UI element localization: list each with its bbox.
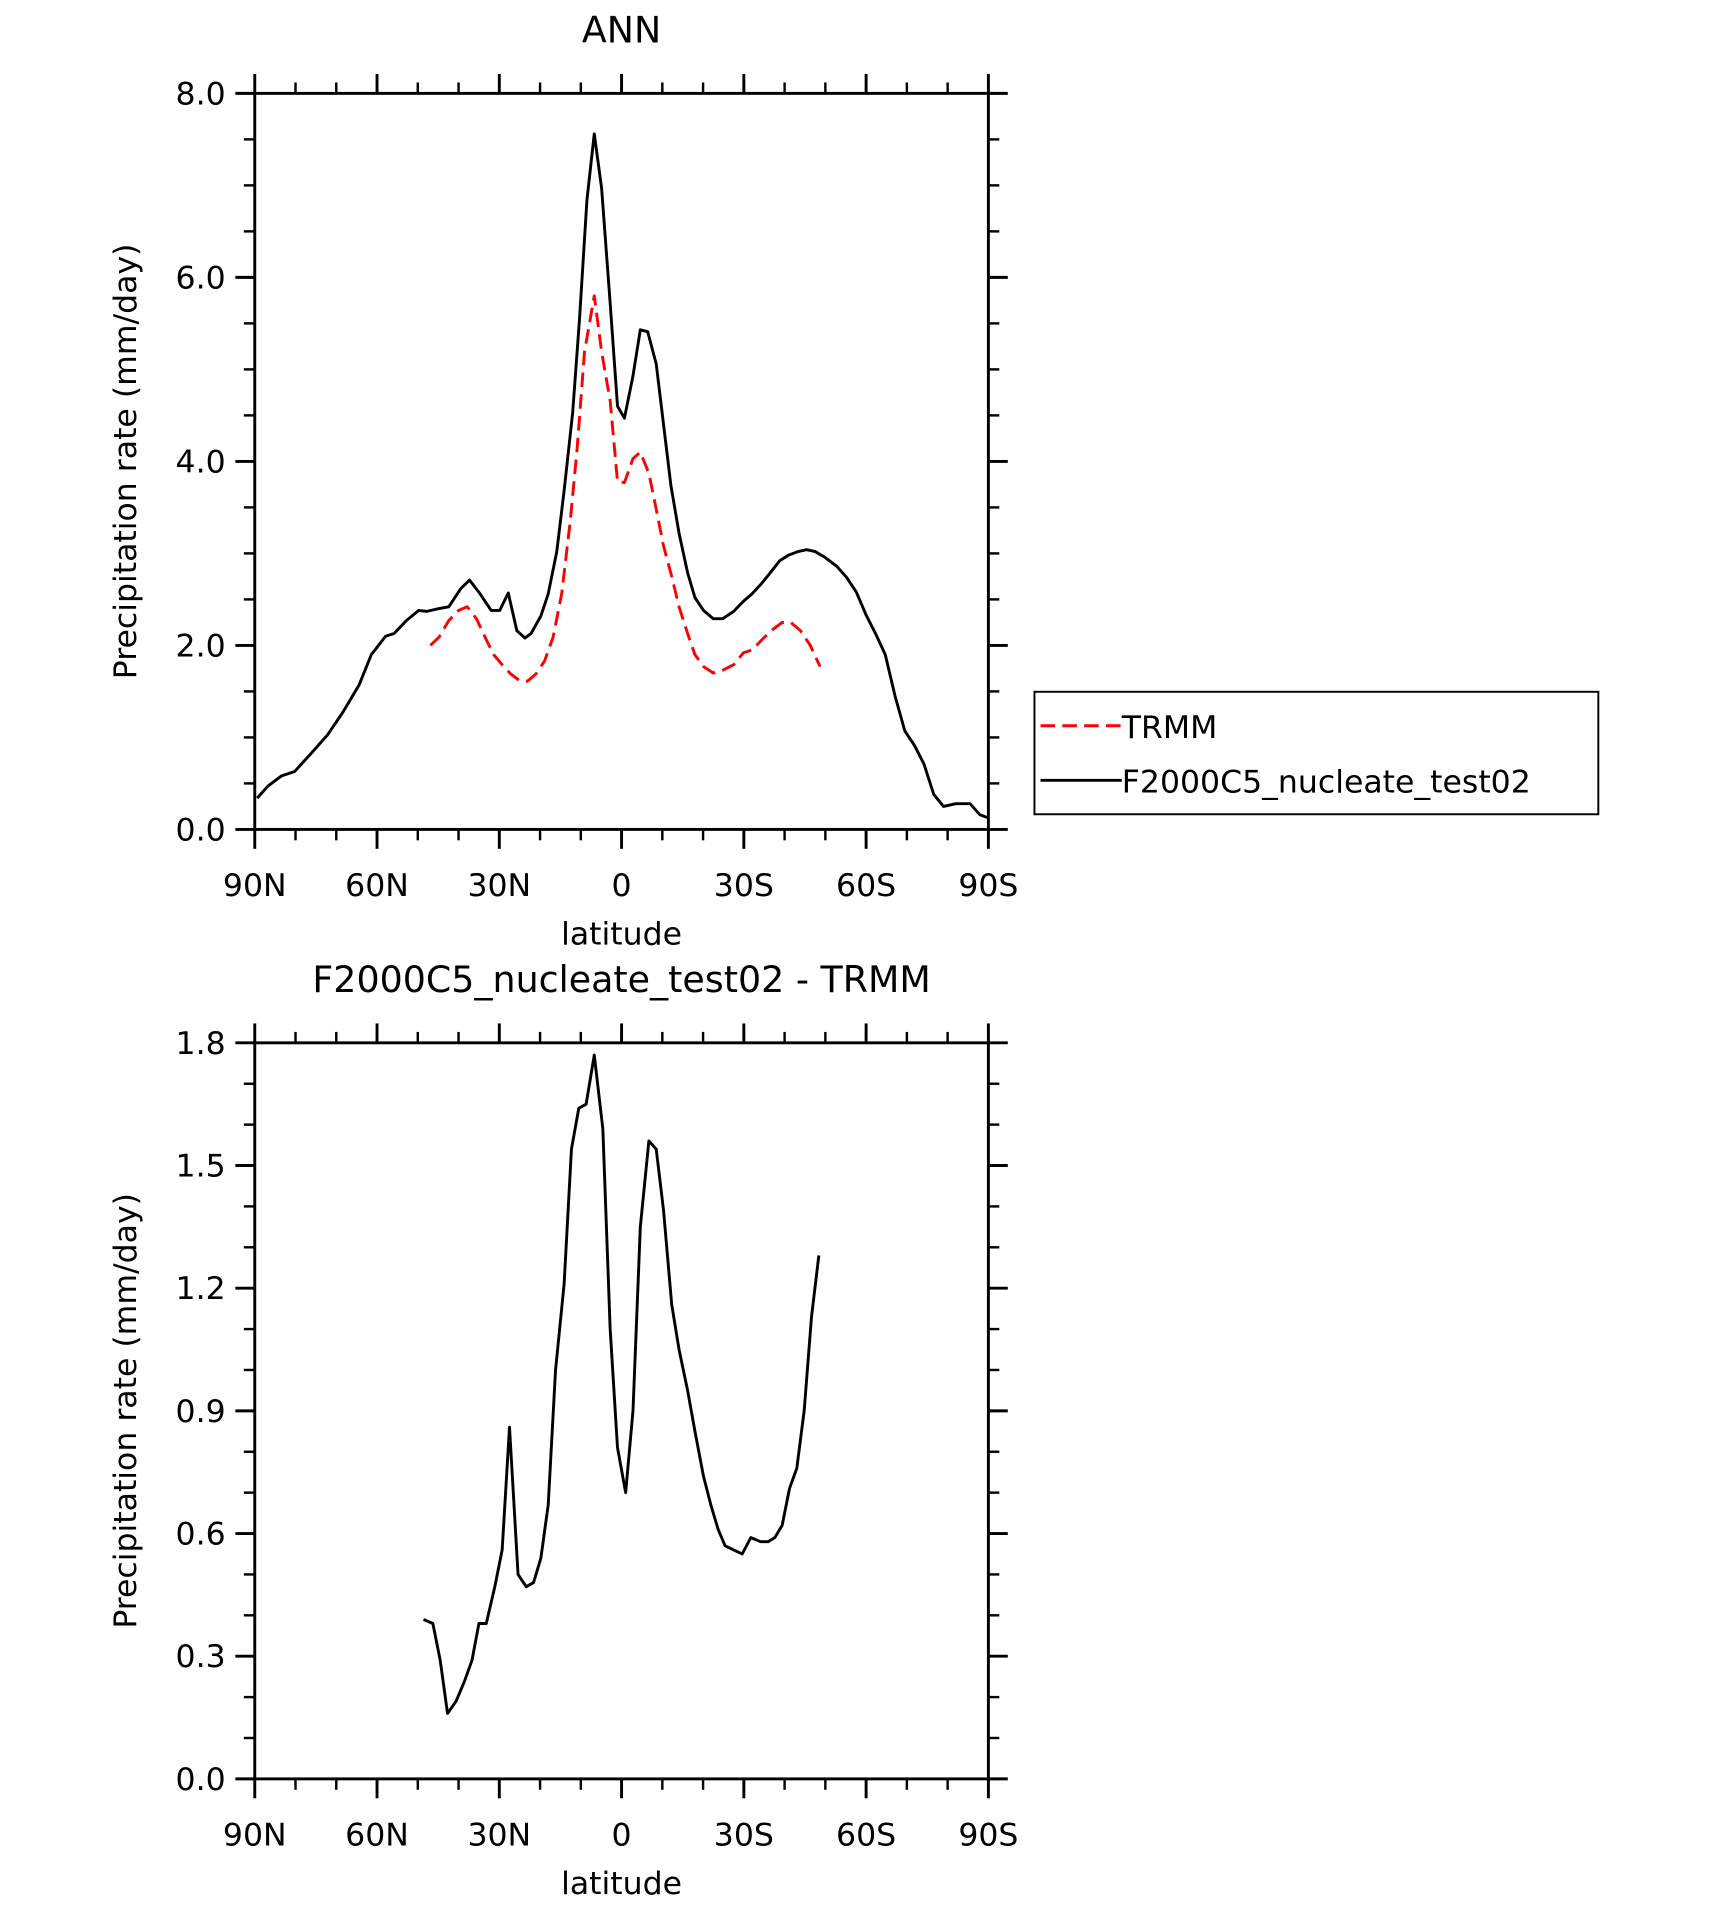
- y-tick-label: 0.9: [176, 1394, 226, 1430]
- y-tick-label: 6.0: [176, 260, 226, 296]
- legend-label: F2000C5_nucleate_test02: [1122, 764, 1531, 800]
- x-tick-label: 90N: [223, 1818, 287, 1854]
- y-tick-label: 1.2: [176, 1271, 226, 1307]
- y-tick-label: 0.0: [176, 1762, 226, 1798]
- x-axis-label: latitude: [561, 1866, 682, 1902]
- x-tick-label: 30N: [467, 1818, 531, 1854]
- y-tick-label: 2.0: [176, 628, 226, 664]
- y-axis-label: Precipitation rate (mm/day): [108, 244, 144, 680]
- x-tick-label: 60S: [836, 1818, 896, 1854]
- x-tick-label: 60N: [345, 1818, 409, 1854]
- y-axis-label: Precipitation rate (mm/day): [108, 1193, 144, 1629]
- x-tick-label: 30N: [467, 868, 531, 904]
- x-tick-label: 90S: [958, 868, 1018, 904]
- x-tick-label: 30S: [714, 868, 774, 904]
- data-line: [422, 1053, 821, 1715]
- x-tick-label: 60N: [345, 868, 409, 904]
- x-tick-label: 60S: [836, 868, 896, 904]
- data-line: [429, 294, 822, 683]
- x-tick-label: 90N: [223, 868, 287, 904]
- legend-box: [1033, 690, 1600, 816]
- y-tick-label: 0.0: [176, 812, 226, 848]
- y-tick-label: 4.0: [176, 444, 226, 480]
- legend-label: TRMM: [1121, 710, 1218, 746]
- data-line: [256, 132, 988, 819]
- chart-title: ANN: [582, 8, 661, 51]
- plot-frame: [253, 1041, 990, 1781]
- y-tick-label: 0.3: [176, 1639, 226, 1675]
- y-tick-label: 1.5: [176, 1148, 226, 1184]
- chart-title: F2000C5_nucleate_test02 - TRMM: [312, 958, 930, 1001]
- x-tick-label: 0: [612, 868, 632, 904]
- y-tick-label: 1.8: [176, 1026, 226, 1062]
- y-tick-label: 8.0: [176, 76, 226, 112]
- plot-frame: [253, 91, 990, 831]
- x-tick-label: 90S: [958, 1818, 1018, 1854]
- x-axis-label: latitude: [561, 917, 682, 953]
- x-tick-label: 30S: [714, 1818, 774, 1854]
- x-tick-label: 0: [612, 1818, 632, 1854]
- y-tick-label: 0.6: [176, 1516, 226, 1552]
